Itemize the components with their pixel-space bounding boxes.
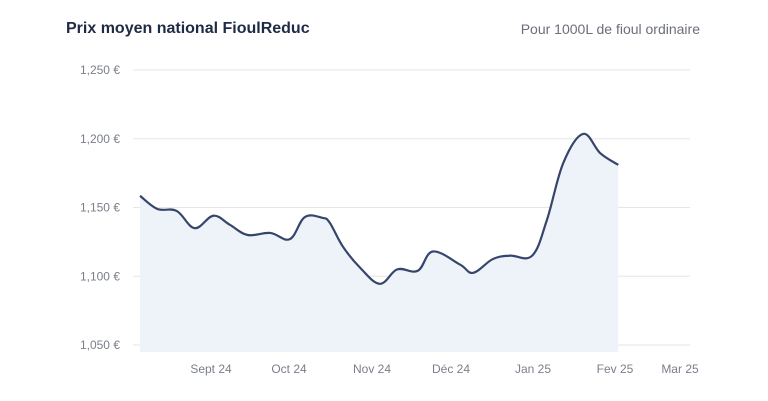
y-tick-label: 1,250 € bbox=[80, 63, 120, 77]
y-tick-label: 1,050 € bbox=[80, 338, 120, 352]
x-tick-label: Mar 25 bbox=[661, 362, 699, 376]
price-line bbox=[139, 132, 619, 285]
x-tick-label: Déc 24 bbox=[432, 362, 470, 376]
x-tick-label: Sept 24 bbox=[190, 362, 232, 376]
chart-subtitle: Pour 1000L de fioul ordinaire bbox=[520, 21, 700, 37]
y-tick-label: 1,100 € bbox=[80, 269, 120, 283]
chart-title: Prix moyen national FioulReduc bbox=[66, 20, 310, 37]
y-tick-label: 1,150 € bbox=[80, 201, 120, 215]
price-area bbox=[140, 133, 619, 352]
x-tick-label: Jan 25 bbox=[515, 362, 551, 376]
x-tick-label: Fev 25 bbox=[597, 362, 634, 376]
y-tick-label: 1,200 € bbox=[80, 132, 120, 146]
x-tick-label: Oct 24 bbox=[271, 362, 307, 376]
x-tick-label: Nov 24 bbox=[353, 362, 391, 376]
